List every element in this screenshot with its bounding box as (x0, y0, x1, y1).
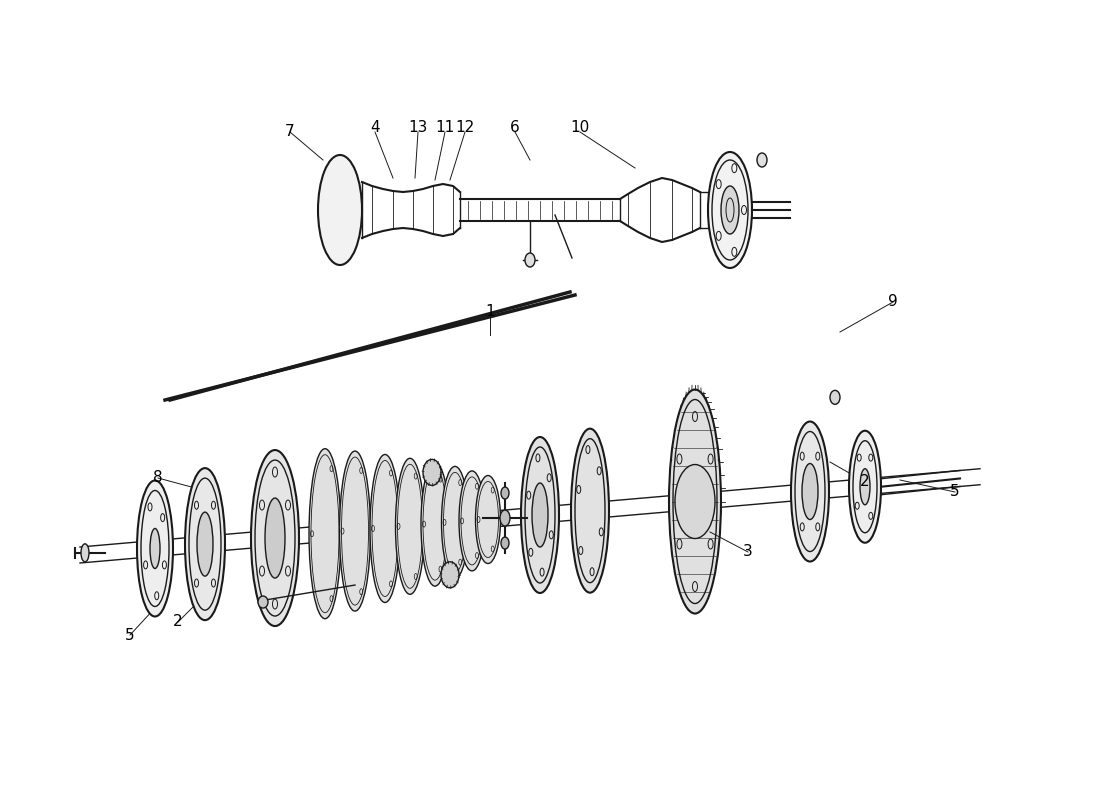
Text: 2: 2 (173, 614, 183, 630)
Ellipse shape (309, 449, 341, 618)
Ellipse shape (708, 152, 752, 268)
Ellipse shape (185, 468, 226, 620)
Ellipse shape (521, 437, 559, 593)
Text: 3: 3 (744, 545, 752, 559)
Text: 8: 8 (153, 470, 163, 486)
Ellipse shape (441, 466, 469, 578)
Ellipse shape (150, 529, 160, 569)
Ellipse shape (421, 462, 449, 586)
Ellipse shape (251, 450, 299, 626)
Ellipse shape (830, 390, 840, 404)
Ellipse shape (849, 430, 881, 542)
Ellipse shape (860, 469, 870, 505)
Text: 2: 2 (860, 474, 870, 490)
Ellipse shape (669, 390, 720, 614)
Ellipse shape (757, 153, 767, 167)
Ellipse shape (459, 471, 485, 571)
Ellipse shape (571, 429, 609, 593)
Ellipse shape (370, 454, 400, 602)
Ellipse shape (258, 596, 268, 608)
Text: 4: 4 (371, 121, 380, 135)
Ellipse shape (475, 475, 500, 563)
Text: 5: 5 (125, 627, 135, 642)
Text: 11: 11 (436, 121, 454, 135)
Ellipse shape (265, 498, 285, 578)
Ellipse shape (802, 463, 818, 519)
Ellipse shape (197, 512, 213, 576)
Text: 5: 5 (950, 485, 960, 499)
Ellipse shape (318, 155, 362, 265)
Ellipse shape (81, 544, 89, 562)
Ellipse shape (138, 481, 173, 617)
Ellipse shape (424, 459, 441, 486)
Ellipse shape (532, 483, 548, 547)
Text: 9: 9 (888, 294, 898, 310)
Ellipse shape (441, 562, 459, 588)
Ellipse shape (791, 422, 829, 562)
Text: 6: 6 (510, 121, 520, 135)
Ellipse shape (331, 186, 349, 234)
Ellipse shape (500, 487, 509, 499)
Ellipse shape (500, 537, 509, 549)
Ellipse shape (340, 451, 371, 611)
Text: 1: 1 (485, 305, 495, 319)
Text: 13: 13 (408, 121, 428, 135)
Text: 7: 7 (285, 125, 295, 139)
Ellipse shape (500, 510, 510, 526)
Text: 12: 12 (455, 121, 474, 135)
Text: 10: 10 (571, 121, 590, 135)
Ellipse shape (720, 186, 739, 234)
Ellipse shape (675, 465, 715, 538)
Ellipse shape (396, 458, 425, 594)
Ellipse shape (525, 253, 535, 267)
